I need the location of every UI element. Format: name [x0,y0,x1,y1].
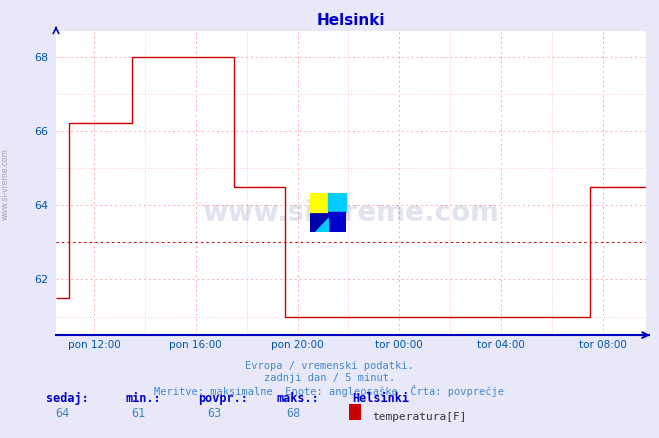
Title: Helsinki: Helsinki [317,13,385,28]
Text: tor 04:00: tor 04:00 [477,340,525,350]
Text: tor 08:00: tor 08:00 [579,340,627,350]
Text: Meritve: maksimalne  Enote: angleosaške  Črta: povprečje: Meritve: maksimalne Enote: angleosaške Č… [154,385,505,396]
Text: sedaj:: sedaj: [46,392,89,405]
Text: Helsinki: Helsinki [353,392,409,405]
Text: pon 20:00: pon 20:00 [272,340,324,350]
Text: povpr.:: povpr.: [198,392,248,405]
Polygon shape [328,212,346,232]
Text: pon 12:00: pon 12:00 [68,340,121,350]
Text: www.si-vreme.com: www.si-vreme.com [1,148,10,220]
Text: 61: 61 [131,407,146,420]
Text: tor 00:00: tor 00:00 [376,340,423,350]
Polygon shape [310,212,328,232]
Text: 68: 68 [286,407,301,420]
Text: www.si-vreme.com: www.si-vreme.com [202,199,500,227]
Text: zadnji dan / 5 minut.: zadnji dan / 5 minut. [264,373,395,383]
Text: 63: 63 [207,407,221,420]
Polygon shape [315,219,328,232]
Text: pon 16:00: pon 16:00 [169,340,222,350]
Text: temperatura[F]: temperatura[F] [372,412,467,422]
Text: maks.:: maks.: [277,392,320,405]
Text: min.:: min.: [125,392,161,405]
Text: Evropa / vremenski podatki.: Evropa / vremenski podatki. [245,361,414,371]
Text: 64: 64 [55,407,70,420]
Polygon shape [310,193,328,212]
